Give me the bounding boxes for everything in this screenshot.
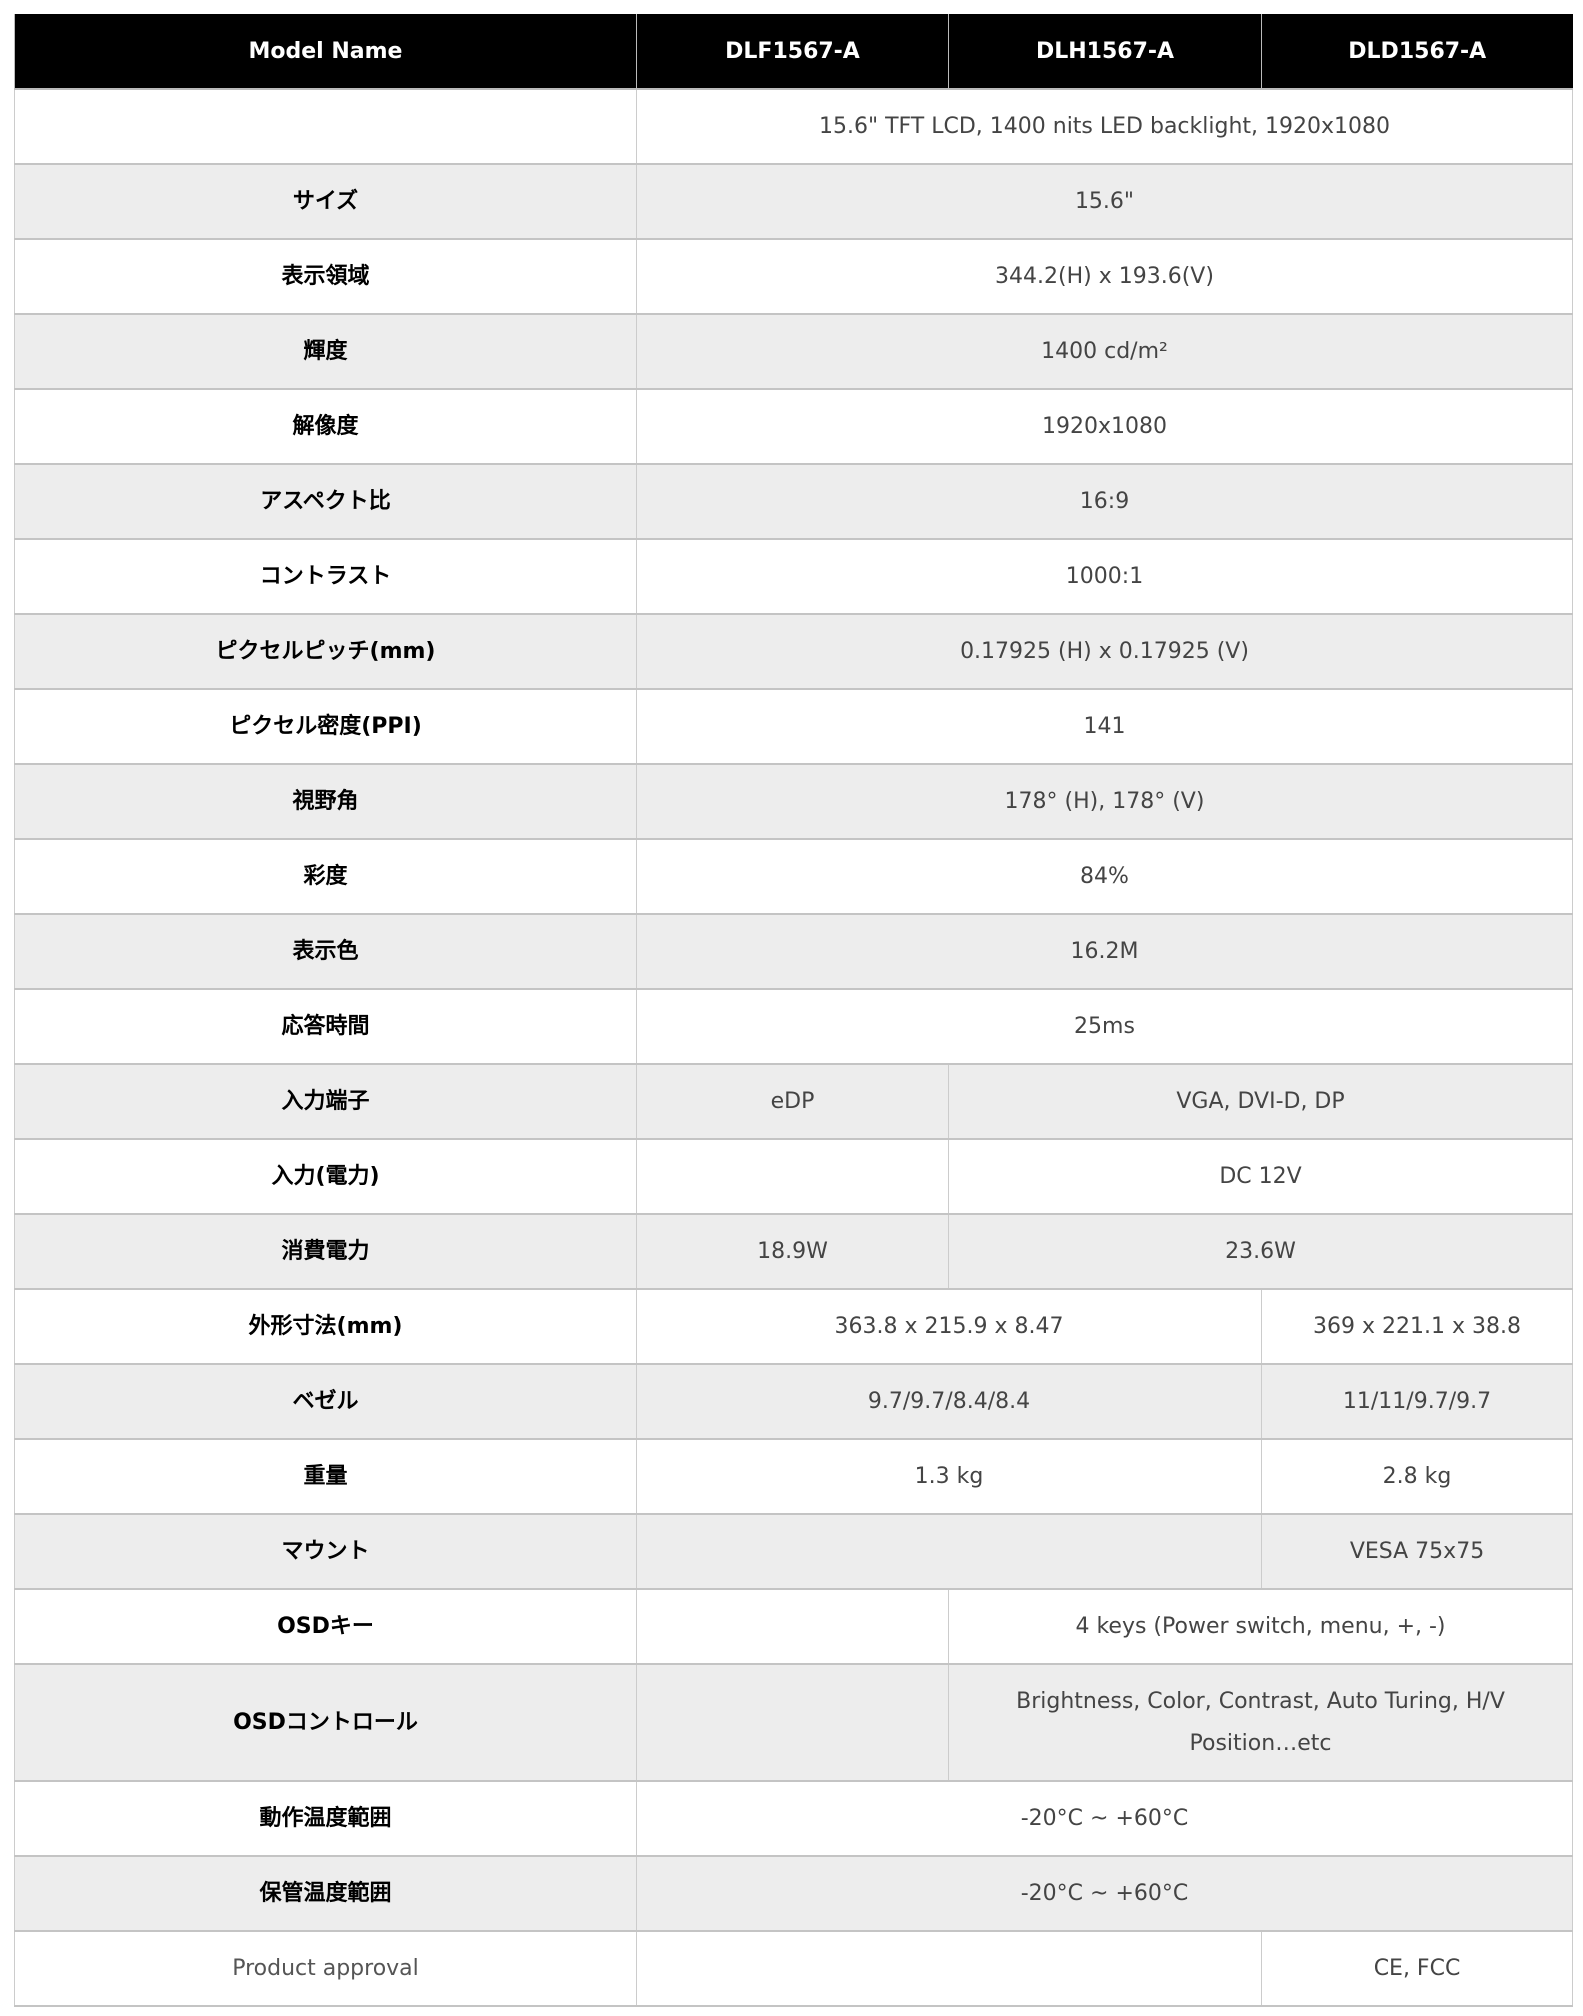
spec-label: 輝度 [14,313,637,390]
spec-value: CE, FCC [1261,1930,1573,2007]
table-row: 保管温度範囲 -20°C ~ +60°C [14,1855,1573,1932]
spec-value: 18.9W [636,1213,949,1290]
spec-value: 9.7/9.7/8.4/8.4 [636,1363,1262,1440]
table-row: 消費電力 18.9W 23.6W [14,1213,1573,1290]
spec-label: ベゼル [14,1363,637,1440]
spec-value: DC 12V [948,1138,1573,1215]
spec-label: コントラスト [14,538,637,615]
spec-value: 0.17925 (H) x 0.17925 (V) [636,613,1573,690]
table-row: 重量 1.3 kg 2.8 kg [14,1438,1573,1515]
spec-value: 1400 cd/m² [636,313,1573,390]
spec-value: 25ms [636,988,1573,1065]
spec-value: eDP [636,1063,949,1140]
spec-value: 1.3 kg [636,1438,1262,1515]
table-row: ベゼル 9.7/9.7/8.4/8.4 11/11/9.7/9.7 [14,1363,1573,1440]
table-row: 入力(電力) DC 12V [14,1138,1573,1215]
table-row: Product approval CE, FCC [14,1930,1573,2007]
table-row: 表示領域 344.2(H) x 193.6(V) [14,238,1573,315]
spec-value: 363.8 x 215.9 x 8.47 [636,1288,1262,1365]
spec-value: 16.2M [636,913,1573,990]
spec-label: 表示色 [14,913,637,990]
table-row: 外形寸法(mm) 363.8 x 215.9 x 8.47 369 x 221.1 … [14,1288,1573,1365]
header-dld1567: DLD1567-A [1261,14,1573,90]
table-row: サイズ 15.6" [14,163,1573,240]
spec-label: ピクセル密度(PPI) [14,688,637,765]
table-row: 表示色 16.2M [14,913,1573,990]
spec-label: 消費電力 [14,1213,637,1290]
spec-value: 84% [636,838,1573,915]
spec-value [636,1663,949,1782]
header-dlh1567: DLH1567-A [948,14,1262,90]
table-row: 応答時間 25ms [14,988,1573,1065]
table-row: コントラスト 1000:1 [14,538,1573,615]
spec-label [14,88,637,165]
spec-value [636,1138,949,1215]
table-row: マウント VESA 75x75 [14,1513,1573,1590]
table-row: アスペクト比 16:9 [14,463,1573,540]
spec-label: 応答時間 [14,988,637,1065]
spec-label: 表示領域 [14,238,637,315]
spec-label: Product approval [14,1930,637,2007]
spec-label: サイズ [14,163,637,240]
table-row: 解像度 1920x1080 [14,388,1573,465]
spec-value: 11/11/9.7/9.7 [1261,1363,1573,1440]
table-row: OSDコントロール Brightness, Color, Contrast, Au… [14,1663,1573,1782]
spec-value: -20°C ~ +60°C [636,1855,1573,1932]
header-model-name: Model Name [14,14,637,90]
spec-label: 解像度 [14,388,637,465]
header-row: Model Name DLF1567-A DLH1567-A DLD1567-A [14,14,1573,90]
spec-value: VGA, DVI-D, DP [948,1063,1573,1140]
spec-value: 2.8 kg [1261,1438,1573,1515]
spec-value: 369 x 221.1 x 38.8 [1261,1288,1573,1365]
spec-body: 15.6" TFT LCD, 1400 nits LED backlight, … [14,88,1573,2007]
table-row: 輝度 1400 cd/m² [14,313,1573,390]
spec-label: 視野角 [14,763,637,840]
spec-label: 重量 [14,1438,637,1515]
spec-label: 動作温度範囲 [14,1780,637,1857]
header-dlf1567: DLF1567-A [636,14,949,90]
spec-value: Brightness, Color, Contrast, Auto Turing… [948,1663,1573,1782]
spec-value: VESA 75x75 [1261,1513,1573,1590]
spec-label: 入力(電力) [14,1138,637,1215]
spec-value: 141 [636,688,1573,765]
spec-label: アスペクト比 [14,463,637,540]
spec-label: 外形寸法(mm) [14,1288,637,1365]
spec-label: 彩度 [14,838,637,915]
spec-value: 15.6" TFT LCD, 1400 nits LED backlight, … [636,88,1573,165]
table-row: 動作温度範囲 -20°C ~ +60°C [14,1780,1573,1857]
spec-table: Model Name DLF1567-A DLH1567-A DLD1567-A… [14,14,1573,2007]
spec-value: 344.2(H) x 193.6(V) [636,238,1573,315]
spec-label: OSDコントロール [14,1663,637,1782]
spec-value: 1920x1080 [636,388,1573,465]
spec-label: マウント [14,1513,637,1590]
table-row: 視野角 178° (H), 178° (V) [14,763,1573,840]
spec-value: 15.6" [636,163,1573,240]
spec-label: 入力端子 [14,1063,637,1140]
spec-value [636,1930,1262,2007]
spec-value: -20°C ~ +60°C [636,1780,1573,1857]
spec-value: 16:9 [636,463,1573,540]
table-row: ピクセルピッチ(mm) 0.17925 (H) x 0.17925 (V) [14,613,1573,690]
table-row: 彩度 84% [14,838,1573,915]
spec-label: OSDキー [14,1588,637,1665]
spec-label: ピクセルピッチ(mm) [14,613,637,690]
table-row: ピクセル密度(PPI) 141 [14,688,1573,765]
spec-label: 保管温度範囲 [14,1855,637,1932]
spec-value: 23.6W [948,1213,1573,1290]
table-row: 入力端子 eDP VGA, DVI-D, DP [14,1063,1573,1140]
spec-value [636,1513,1262,1590]
spec-value: 178° (H), 178° (V) [636,763,1573,840]
spec-value: 1000:1 [636,538,1573,615]
table-row: 15.6" TFT LCD, 1400 nits LED backlight, … [14,88,1573,165]
spec-value: 4 keys (Power switch, menu, +, -) [948,1588,1573,1665]
spec-value [636,1588,949,1665]
table-row: OSDキー 4 keys (Power switch, menu, +, -) [14,1588,1573,1665]
